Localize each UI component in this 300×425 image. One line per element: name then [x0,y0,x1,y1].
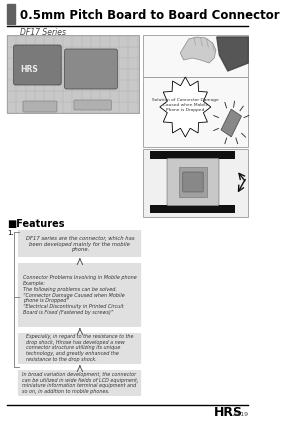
Bar [150,205,235,213]
FancyBboxPatch shape [167,159,219,206]
Bar [7,35,139,113]
FancyBboxPatch shape [64,49,117,89]
Text: DF17 Series: DF17 Series [20,28,66,37]
FancyBboxPatch shape [18,230,141,257]
Text: 1.: 1. [7,230,14,236]
Bar [143,35,248,77]
Bar [7,4,15,24]
Text: Connector Problems Involving in Mobile phone
Example:
The following problems can: Connector Problems Involving in Mobile p… [23,275,137,315]
FancyBboxPatch shape [74,100,111,110]
Text: 0.5mm Pitch Board to Board Connector: 0.5mm Pitch Board to Board Connector [20,8,279,22]
Polygon shape [217,37,248,71]
Bar [178,167,207,197]
Bar [150,151,235,159]
Text: HRS: HRS [20,65,38,74]
Text: HRS: HRS [214,406,243,419]
FancyBboxPatch shape [23,101,57,112]
Bar [143,149,248,217]
FancyBboxPatch shape [183,172,203,192]
Text: A319: A319 [233,413,249,417]
Polygon shape [180,37,216,63]
FancyBboxPatch shape [18,263,141,327]
FancyBboxPatch shape [18,333,141,364]
FancyBboxPatch shape [14,45,61,85]
Bar [143,77,248,147]
Text: DF17 series are the connector, which has
been developed mainly for the mobile
ph: DF17 series are the connector, which has… [26,236,134,252]
Polygon shape [221,109,242,137]
Polygon shape [160,77,211,137]
Text: Solution of Connector Damage
Caused when Mobile
Phone is Dropped: Solution of Connector Damage Caused when… [152,99,219,112]
Text: ■Features: ■Features [7,219,64,229]
FancyBboxPatch shape [18,370,141,396]
Text: Especially, in regard to the resistance to the
drop shock, Hirose has developed : Especially, in regard to the resistance … [26,334,134,362]
Text: In broad variation development, the connector
can be utilized in wide fields of : In broad variation development, the conn… [22,372,138,394]
